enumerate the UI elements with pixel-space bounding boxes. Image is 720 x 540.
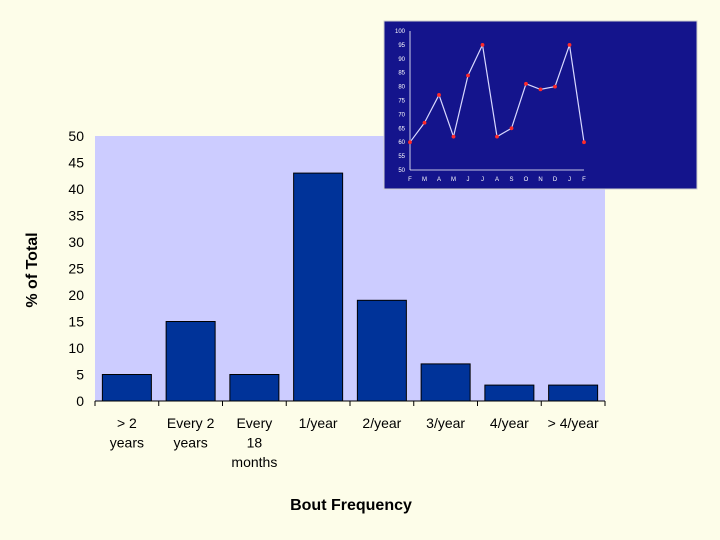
bar: [165, 321, 216, 402]
y-tick-label: 45: [68, 155, 84, 171]
inset-x-tick-label: D: [553, 177, 558, 183]
y-axis-ticks: 0 5 10 15 20 25 30 35 40 45 50: [68, 128, 84, 409]
inset-point: [480, 43, 485, 47]
inset-point: [451, 134, 456, 139]
inset-point: [437, 93, 441, 97]
inset-y-tick-label: 95: [398, 43, 405, 49]
inset-point: [509, 126, 514, 131]
bar: [101, 374, 152, 402]
inset-point: [408, 140, 412, 145]
inset-y-tick-label: 100: [395, 29, 406, 35]
inset-x-tick-label: M: [451, 177, 456, 183]
inset-point: [553, 84, 557, 89]
inset-x-tick-label: N: [538, 177, 542, 183]
inset-x-tick-label: J: [568, 177, 571, 183]
bar: [356, 299, 407, 402]
bar: [229, 374, 280, 402]
inset-y-tick-label: 50: [398, 168, 405, 174]
x-tick-label: 3/year: [426, 415, 465, 431]
x-tick-label: Every 18 months: [231, 415, 277, 470]
inset-y-tick-label: 80: [398, 85, 405, 91]
inset-x-tick-label: F: [408, 177, 412, 183]
inset-y-tick-label: 60: [398, 140, 405, 146]
inset-axes: [409, 31, 584, 171]
inset-line-chart: 50 55 60 65 70 75 80 85 90 95 100 F M A M J J A S O N D J F: [383, 20, 698, 190]
x-axis-title: Bout Frequency: [290, 497, 412, 514]
inset-y-tick-label: 75: [398, 99, 405, 105]
x-tick-label: Every 2 years: [167, 415, 215, 451]
inset-point: [495, 134, 499, 139]
inset-y-tick-label: 90: [398, 57, 405, 63]
y-tick-label: 20: [68, 287, 84, 303]
y-tick-label: 50: [68, 128, 84, 144]
x-axis-labels: > 2 years Every 2 years Every 18 months 1/year 2…: [110, 415, 599, 470]
inset-y-tick-label: 55: [398, 154, 405, 160]
y-tick-label: 5: [76, 367, 84, 383]
inset-y-tick-label: 70: [398, 112, 405, 118]
inset-y-tick-label: 85: [398, 71, 405, 77]
bar: [420, 363, 471, 402]
y-tick-label: 40: [68, 181, 84, 197]
y-tick-label: 15: [68, 314, 84, 330]
inset-y-tick-label: 65: [398, 126, 405, 132]
y-axis-title: % of Total: [24, 232, 41, 307]
bar: [293, 172, 344, 402]
y-tick-label: 10: [68, 340, 84, 356]
x-tick-label: 1/year: [299, 415, 338, 431]
inset-y-axis-ticks: 50 55 60 65 70 75 80 85 90 95 100: [395, 29, 406, 174]
x-tick-label: 4/year: [490, 415, 529, 431]
inset-x-tick-label: O: [524, 177, 529, 183]
x-tick-label: > 2 years: [110, 415, 144, 451]
y-tick-label: 0: [76, 393, 84, 409]
x-tick-label: > 4/year: [548, 415, 599, 431]
inset-x-tick-label: F: [582, 177, 586, 183]
x-axis-ticks: [94, 401, 606, 406]
inset-x-tick-label: J: [467, 177, 470, 183]
inset-point: [567, 43, 572, 47]
y-tick-label: 35: [68, 208, 84, 224]
inset-x-tick-label: M: [422, 177, 427, 183]
inset-point: [422, 120, 427, 125]
inset-x-tick-label: S: [509, 177, 513, 183]
y-tick-label: 25: [68, 261, 84, 277]
inset-point: [466, 73, 470, 78]
inset-points: [408, 43, 586, 145]
inset-point: [582, 140, 586, 145]
x-tick-label: 2/year: [362, 415, 401, 431]
inset-x-tick-label: A: [495, 177, 499, 183]
bar: [484, 384, 535, 402]
inset-x-tick-label: J: [481, 177, 484, 183]
inset-x-tick-label: A: [437, 177, 441, 183]
y-tick-label: 30: [68, 234, 84, 250]
bar: [548, 384, 599, 402]
inset-background: [383, 20, 698, 190]
inset-point: [538, 87, 543, 92]
inset-point: [524, 81, 528, 86]
